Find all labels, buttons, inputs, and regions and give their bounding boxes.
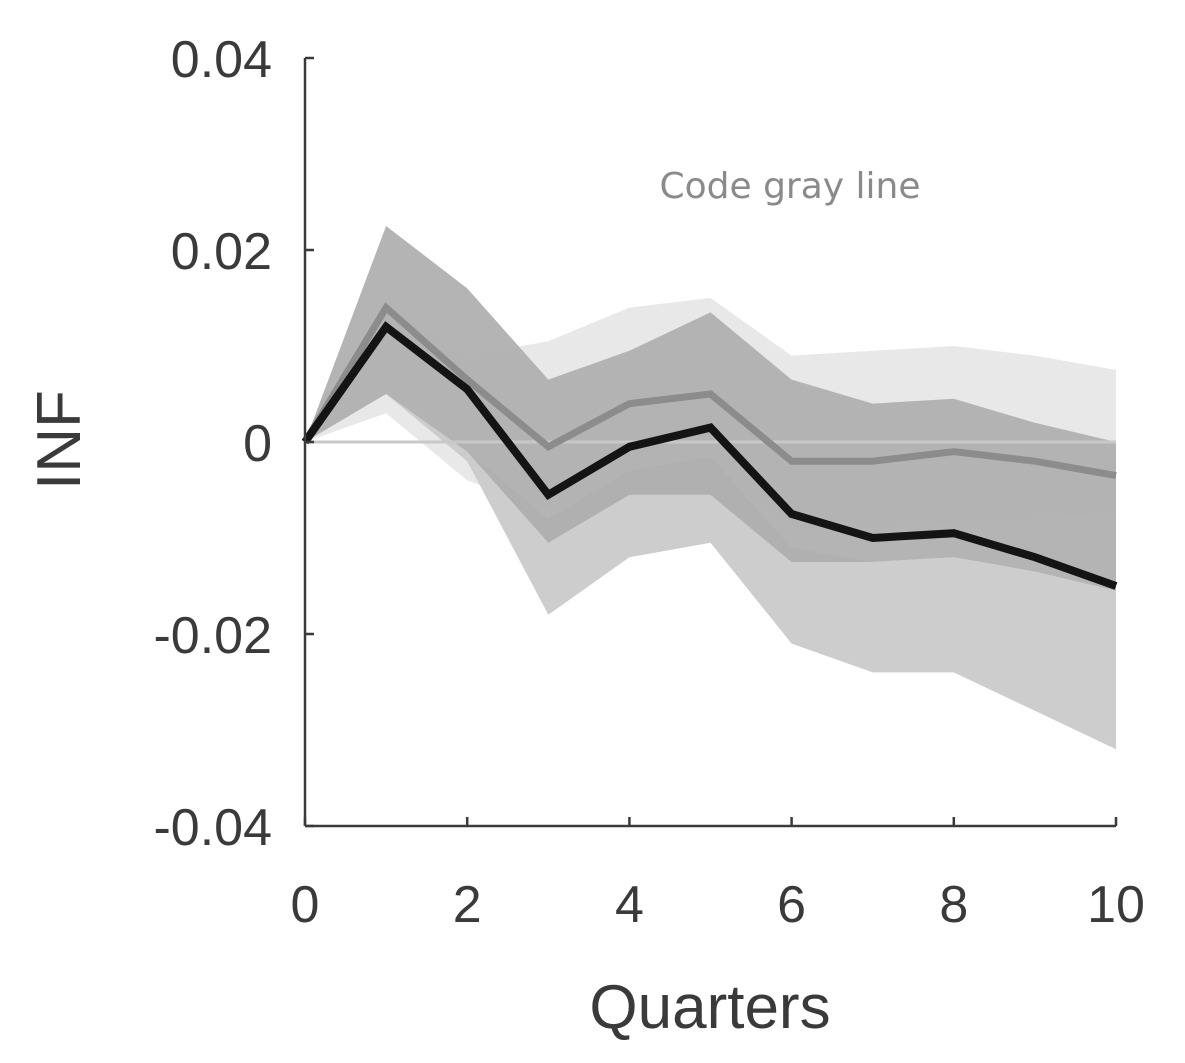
- series-lines: [301, 302, 1118, 590]
- series-line-2: [301, 321, 1118, 590]
- axes: 0.04 0.02 0 -0.02 -0.04 0 2 4 6 8 10: [153, 31, 1144, 934]
- y-tick-label: 0.02: [171, 223, 272, 281]
- x-tick-label: 6: [777, 876, 806, 934]
- y-tick-label: 0: [243, 415, 272, 473]
- y-axis-ticks: 0.04 0.02 0 -0.02 -0.04: [153, 31, 314, 857]
- plot-area: [301, 226, 1118, 750]
- y-tick-label: 0.04: [171, 31, 272, 89]
- x-tick-label: 8: [939, 876, 968, 934]
- confidence-band-2: [305, 394, 1116, 750]
- annotation-text: Code gray line: [659, 166, 920, 207]
- confidence-bands: [305, 226, 1116, 750]
- y-tick-label: -0.04: [153, 799, 272, 857]
- series-line-1: [302, 302, 1117, 480]
- x-tick-label: 0: [291, 876, 320, 934]
- y-tick-label: -0.02: [153, 607, 272, 665]
- x-axis-ticks: 0 2 4 6 8 10: [291, 817, 1145, 934]
- x-tick-label: 4: [615, 876, 644, 934]
- x-tick-label: 10: [1087, 876, 1145, 934]
- x-axis-label: Quarters: [589, 973, 830, 1042]
- confidence-band-3: [305, 226, 1116, 591]
- y-axis-label: INF: [25, 390, 94, 490]
- x-tick-label: 2: [453, 876, 482, 934]
